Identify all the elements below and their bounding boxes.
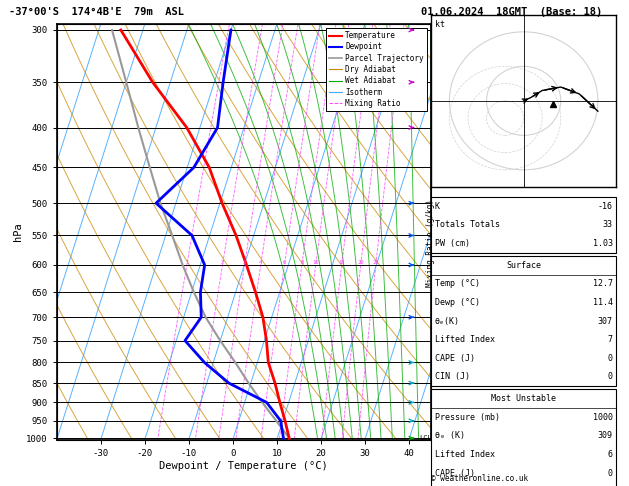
Bar	[431, 389, 616, 486]
Text: 309: 309	[598, 432, 613, 440]
Text: 01.06.2024  18GMT  (Base: 18): 01.06.2024 18GMT (Base: 18)	[421, 7, 603, 17]
Text: LCL: LCL	[419, 435, 431, 441]
Text: Totals Totals: Totals Totals	[435, 220, 499, 229]
Text: 4: 4	[259, 260, 262, 265]
Text: Pressure (mb): Pressure (mb)	[435, 413, 499, 422]
Text: 8: 8	[300, 260, 303, 265]
Text: Lifted Index: Lifted Index	[435, 450, 494, 459]
Text: CIN (J): CIN (J)	[435, 372, 470, 382]
Text: Temp (°C): Temp (°C)	[435, 279, 479, 288]
Text: PW (cm): PW (cm)	[435, 239, 470, 248]
Text: -16: -16	[598, 202, 613, 211]
Text: 12.7: 12.7	[593, 279, 613, 288]
Text: © weatheronline.co.uk: © weatheronline.co.uk	[431, 474, 528, 483]
Text: 1: 1	[185, 260, 189, 265]
Text: Dewp (°C): Dewp (°C)	[435, 298, 479, 307]
Text: 0: 0	[608, 469, 613, 478]
Text: 7: 7	[608, 335, 613, 344]
Text: 15: 15	[338, 260, 345, 265]
Text: θₑ(K): θₑ(K)	[435, 316, 460, 326]
Text: 25: 25	[372, 260, 379, 265]
Text: 6: 6	[608, 450, 613, 459]
Bar	[431, 197, 616, 253]
Text: 2: 2	[221, 260, 224, 265]
Text: θₑ (K): θₑ (K)	[435, 432, 465, 440]
Y-axis label: km
ASL: km ASL	[457, 223, 472, 242]
Y-axis label: hPa: hPa	[13, 223, 23, 242]
Text: 33: 33	[603, 220, 613, 229]
Text: 3: 3	[243, 260, 246, 265]
Text: 11.4: 11.4	[593, 298, 613, 307]
Legend: Temperature, Dewpoint, Parcel Trajectory, Dry Adiabat, Wet Adiabat, Isotherm, Mi: Temperature, Dewpoint, Parcel Trajectory…	[325, 28, 427, 111]
Bar	[431, 256, 616, 386]
Text: Mixing Ratio (g/kg): Mixing Ratio (g/kg)	[426, 199, 435, 287]
Text: 0: 0	[608, 372, 613, 382]
X-axis label: Dewpoint / Temperature (°C): Dewpoint / Temperature (°C)	[159, 461, 328, 470]
Text: 0: 0	[608, 354, 613, 363]
Text: 6: 6	[283, 260, 286, 265]
Text: 1.03: 1.03	[593, 239, 613, 248]
Text: 20: 20	[357, 260, 364, 265]
Text: Lifted Index: Lifted Index	[435, 335, 494, 344]
Text: -37°00'S  174°4B'E  79m  ASL: -37°00'S 174°4B'E 79m ASL	[9, 7, 184, 17]
Text: 307: 307	[598, 316, 613, 326]
Text: Surface: Surface	[506, 260, 541, 270]
Text: CAPE (J): CAPE (J)	[435, 354, 474, 363]
Text: 10: 10	[313, 260, 319, 265]
Text: Most Unstable: Most Unstable	[491, 394, 556, 403]
Text: kt: kt	[435, 20, 445, 29]
Text: CAPE (J): CAPE (J)	[435, 469, 474, 478]
Text: K: K	[435, 202, 440, 211]
Text: 1000: 1000	[593, 413, 613, 422]
